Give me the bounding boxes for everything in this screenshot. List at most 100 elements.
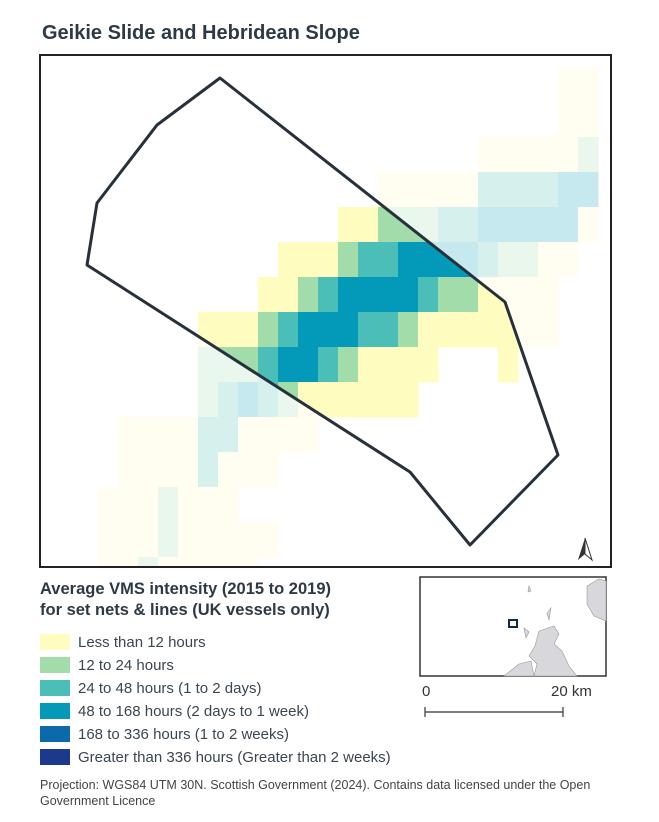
vms-cell	[118, 557, 139, 568]
vms-cell	[278, 277, 299, 313]
vms-cell	[338, 382, 359, 418]
vms-cell	[418, 312, 439, 348]
vms-cell	[558, 67, 579, 103]
vms-cell	[358, 382, 379, 418]
vms-cell	[558, 242, 579, 278]
vms-cell	[418, 277, 439, 313]
vms-cell	[498, 347, 519, 383]
vms-cell	[518, 242, 539, 278]
vms-cell	[138, 452, 159, 488]
vms-cell	[298, 277, 319, 313]
main-map[interactable]	[39, 54, 612, 568]
vms-cell	[578, 102, 599, 138]
vms-cell	[558, 102, 579, 138]
vms-cell	[538, 172, 559, 208]
vms-cell	[198, 487, 219, 523]
legend-swatch	[40, 657, 70, 673]
vms-cell	[478, 172, 499, 208]
vms-cell	[158, 522, 179, 558]
vms-cell	[398, 242, 419, 278]
vms-cell	[118, 487, 139, 523]
legend-title: Average VMS intensity (2015 to 2019) for…	[40, 579, 331, 621]
legend-item: 12 to 24 hours	[40, 655, 174, 675]
legend-title-line1: Average VMS intensity (2015 to 2019)	[40, 580, 332, 598]
vms-cell	[178, 417, 199, 453]
vms-cell	[138, 557, 159, 568]
vms-cell	[398, 172, 419, 208]
locator-box	[508, 619, 518, 628]
vms-cell	[178, 452, 199, 488]
vms-cell	[318, 382, 339, 418]
legend-item: 168 to 336 hours (1 to 2 weeks)	[40, 724, 289, 744]
vms-cell	[158, 452, 179, 488]
scale-end: 20 km	[551, 683, 592, 700]
vms-cell	[278, 417, 299, 453]
vms-cell	[298, 312, 319, 348]
vms-cell	[178, 487, 199, 523]
vms-cell	[258, 522, 279, 558]
vms-cell	[418, 172, 439, 208]
legend-label: 24 to 48 hours (1 to 2 days)	[78, 679, 262, 697]
vms-cell	[238, 452, 259, 488]
vms-cell	[478, 312, 499, 348]
vms-cell	[98, 557, 119, 568]
vms-cell	[538, 242, 559, 278]
vms-cell	[278, 312, 299, 348]
vms-cell	[378, 347, 399, 383]
vms-cell	[538, 207, 559, 243]
vms-cell	[338, 242, 359, 278]
vms-cell	[498, 137, 519, 173]
legend-item: 48 to 168 hours (2 days to 1 week)	[40, 701, 309, 721]
vms-cell	[218, 382, 239, 418]
vms-cell	[498, 207, 519, 243]
vms-cell	[378, 382, 399, 418]
vms-cell	[198, 557, 219, 568]
vms-cell	[558, 172, 579, 208]
vms-cell	[158, 417, 179, 453]
vms-cell	[178, 557, 199, 568]
legend-label: Greater than 336 hours (Greater than 2 w…	[78, 748, 391, 766]
vms-cell	[238, 382, 259, 418]
legend-title-line2: for set nets & lines (UK vessels only)	[40, 601, 330, 619]
vms-cell	[218, 452, 239, 488]
vms-cell	[338, 312, 359, 348]
vms-cell	[118, 417, 139, 453]
legend-swatch	[40, 703, 70, 719]
vms-cell	[318, 312, 339, 348]
legend-label: Less than 12 hours	[78, 633, 206, 651]
legend-item: 24 to 48 hours (1 to 2 days)	[40, 678, 261, 698]
vms-cell	[358, 242, 379, 278]
vms-cell	[458, 207, 479, 243]
vms-cell	[98, 487, 119, 523]
vms-cell	[338, 207, 359, 243]
vms-cell	[378, 277, 399, 313]
vms-cell	[218, 312, 239, 348]
vms-cell	[578, 137, 599, 173]
vms-cell	[118, 452, 139, 488]
vms-cell	[438, 312, 459, 348]
vms-cell	[498, 172, 519, 208]
legend-swatch	[40, 680, 70, 696]
vms-cell	[478, 242, 499, 278]
vms-cell	[338, 347, 359, 383]
vms-cell	[458, 277, 479, 313]
legend-label: 48 to 168 hours (2 days to 1 week)	[78, 702, 309, 720]
vms-cell	[238, 417, 259, 453]
scale-start: 0	[422, 683, 431, 700]
legend-swatch	[40, 634, 70, 650]
vms-cell	[458, 172, 479, 208]
vms-cell	[198, 417, 219, 453]
vms-cell	[258, 312, 279, 348]
vms-cell	[338, 277, 359, 313]
vms-cell	[278, 347, 299, 383]
vms-cell	[378, 312, 399, 348]
vms-cell	[258, 452, 279, 488]
vms-cell	[178, 522, 199, 558]
vms-cell	[398, 347, 419, 383]
vms-cell	[438, 172, 459, 208]
vms-cell	[238, 312, 259, 348]
vms-cell	[518, 312, 539, 348]
vms-cell	[518, 172, 539, 208]
vms-cell	[218, 557, 239, 568]
legend-swatch	[40, 749, 70, 765]
